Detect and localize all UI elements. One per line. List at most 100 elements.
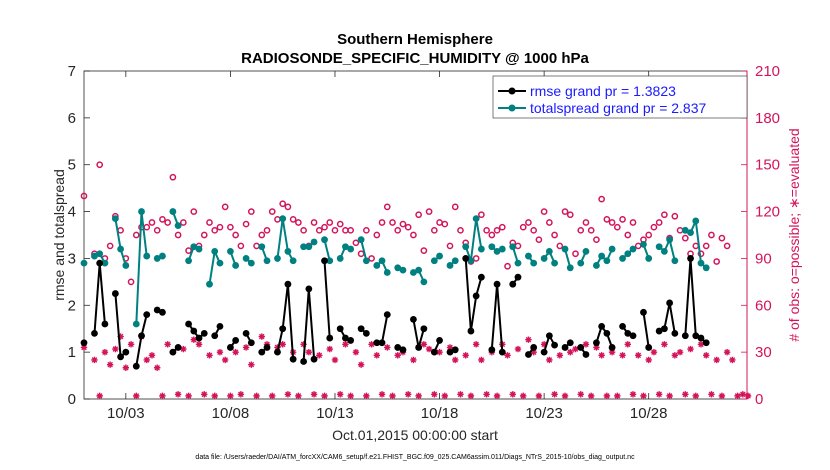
obs-evaluated-point — [342, 341, 349, 348]
chart-subtitle: RADIOSONDE_SPECIFIC_HUMIDITY @ 1000 hPa — [241, 50, 589, 67]
obs-evaluated-point — [462, 352, 469, 359]
y-axis-label-right: # of obs: o=possible; ∗=evaluated — [786, 128, 802, 341]
spread-point — [383, 269, 391, 276]
obs-possible-point — [148, 219, 156, 226]
rmse-point — [373, 339, 381, 347]
obs-evaluated-point — [514, 345, 522, 353]
spread-point — [666, 236, 674, 244]
obs-possible-point — [661, 211, 668, 219]
obs-possible-point — [457, 226, 464, 234]
spread-point — [138, 208, 145, 215]
spread-point — [629, 245, 637, 253]
rmse-point — [577, 344, 585, 351]
y-left-tick-label: 7 — [68, 63, 76, 80]
rmse-point — [640, 308, 647, 316]
obs-possible-point — [593, 236, 600, 244]
rmse-point — [446, 348, 454, 356]
spread-point — [514, 259, 522, 267]
x-tick-label: 10/08 — [212, 405, 250, 422]
obs-possible-point — [723, 242, 731, 250]
spread-point — [697, 259, 705, 267]
obs-evaluated-point — [472, 341, 480, 348]
rmse-point — [399, 346, 407, 354]
rmse-point — [305, 285, 313, 293]
obs-evaluated-point — [452, 356, 459, 364]
obs-evaluated-point — [572, 345, 579, 353]
obs-possible-point — [587, 226, 595, 234]
obs-possible-point — [556, 242, 564, 250]
legend-rmse-marker — [508, 87, 516, 95]
rmse-point — [195, 334, 203, 342]
rmse-point — [624, 330, 632, 337]
rmse-point — [190, 327, 198, 335]
rmse-point — [174, 344, 182, 351]
y-right-tick-label: 180 — [755, 110, 780, 127]
obs-evaluated-point — [206, 352, 213, 359]
obs-evaluated-point — [598, 352, 605, 359]
y-right-tick-label: 90 — [755, 250, 772, 267]
rmse-point — [540, 348, 548, 356]
spread-point — [430, 257, 438, 265]
rmse-point — [326, 334, 334, 342]
spread-point — [540, 255, 548, 262]
obs-possible-point — [702, 242, 710, 250]
spread-series-line — [658, 238, 676, 262]
obs-evaluated-point — [300, 341, 307, 348]
obs-evaluated-point — [431, 391, 438, 398]
obs-possible-point — [655, 219, 663, 226]
rmse-point — [608, 344, 616, 351]
spread-point — [242, 255, 250, 262]
y-left-tick-label: 3 — [68, 250, 76, 267]
spread-point — [279, 215, 287, 223]
obs-possible-point — [566, 211, 574, 219]
spread-point — [603, 257, 611, 265]
obs-evaluated-point — [556, 352, 564, 359]
obs-evaluated-point — [180, 345, 187, 353]
obs-evaluated-point — [295, 392, 302, 400]
rmse-point — [561, 344, 569, 351]
obs-evaluated-point — [614, 392, 621, 400]
rmse-point — [263, 344, 271, 351]
obs-possible-point — [441, 220, 449, 228]
rmse-point — [451, 346, 459, 354]
spread-series-line — [360, 239, 368, 262]
obs-evaluated-point — [352, 348, 360, 356]
obs-evaluated-point — [242, 344, 250, 351]
obs-evaluated-point — [117, 333, 124, 340]
obs-evaluated-point — [190, 336, 198, 343]
obs-possible-point — [546, 219, 553, 226]
obs-evaluated-point — [269, 392, 276, 400]
rmse-point — [185, 320, 192, 328]
rmse-point — [655, 327, 663, 335]
spread-point — [582, 248, 590, 255]
spread-point — [655, 243, 663, 251]
rmse-point — [143, 311, 151, 319]
obs-evaluated-point — [635, 352, 642, 359]
obs-possible-point — [216, 223, 224, 231]
spread-point — [378, 257, 386, 265]
obs-evaluated-point — [619, 352, 626, 359]
rmse-point — [216, 322, 224, 330]
obs-possible-point — [174, 231, 182, 239]
rmse-point — [410, 315, 417, 323]
obs-evaluated-point — [446, 344, 454, 351]
rmse-series-line — [323, 260, 331, 339]
rmse-point — [514, 273, 522, 281]
spread-point — [117, 245, 125, 253]
rmse-point — [645, 344, 653, 351]
spread-point — [111, 215, 119, 223]
obs-evaluated-point — [436, 348, 443, 356]
spread-point — [211, 248, 219, 255]
spread-point — [598, 252, 606, 260]
obs-evaluated-point — [415, 392, 422, 400]
obs-possible-point — [127, 278, 135, 286]
rmse-point — [660, 325, 668, 333]
obs-evaluated-point — [624, 341, 631, 348]
obs-evaluated-point — [629, 391, 637, 398]
obs-possible-point — [164, 219, 172, 226]
obs-evaluated-point — [164, 341, 171, 348]
spread-point — [362, 257, 370, 265]
y-left-tick-label: 5 — [68, 157, 76, 174]
spread-series-line — [276, 217, 294, 262]
